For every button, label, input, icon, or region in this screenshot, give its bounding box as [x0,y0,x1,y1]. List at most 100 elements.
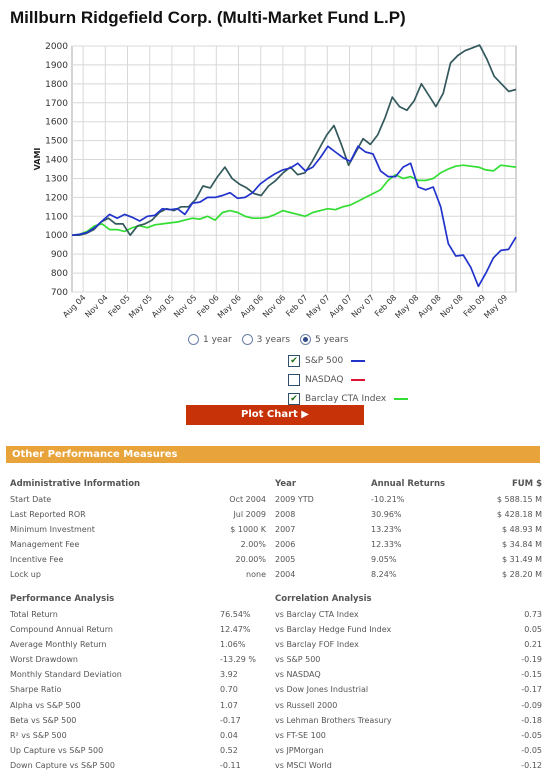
series-line-fund [72,44,517,237]
plot-chart-button[interactable]: Plot Chart ▶ [186,405,364,425]
annual-year: 2008 [275,510,296,520]
performance-row: Up Capture vs S&P 500 0.52 [10,743,266,758]
series-toggle-list: ✔ S&P 500 NASDAQ ✔ Barclay CTA Index [288,351,409,408]
correlation-analysis-table: Correlation Analysis vs Barclay CTA Inde… [275,592,542,773]
annual-return: 13.23% [371,525,402,535]
performance-value: -0.17 [220,715,241,725]
admin-row: Management Fee 2.00% [10,537,266,552]
series-checkbox[interactable]: ✔ [288,392,300,405]
x-tick-label: May 07 [305,293,332,320]
correlation-row: vs JPMorgan -0.05 [275,743,542,758]
correlation-label: vs Barclay FOF Index [275,640,359,650]
admin-label: Minimum Investment [10,525,95,535]
correlation-header: Correlation Analysis [275,594,372,604]
annual-return: 9.05% [371,555,397,565]
annual-return: -10.21% [371,495,405,504]
admin-label: Lock up [10,570,41,580]
series-label: NASDAQ [305,374,344,385]
y-tick-label: 1300 [45,174,68,184]
series-checkbox[interactable]: ✔ [288,354,300,367]
y-tick-label: 1500 [45,137,68,147]
y-tick-label: 1100 [45,212,68,222]
admin-label: Incentive Fee [10,555,64,565]
correlation-row: vs MSCI World -0.12 [275,758,542,773]
correlation-label: vs Russell 2000 [275,700,338,710]
x-tick-label: Nov 04 [83,293,109,319]
correlation-row: vs Barclay FOF Index 0.21 [275,637,542,652]
correlation-value: -0.17 [521,685,542,695]
page-title: Millburn Ridgefield Corp. (Multi-Market … [10,8,406,27]
x-tick-label: Aug 07 [328,293,354,319]
x-tick-label: Nov 08 [439,293,465,319]
annual-returns-header: Annual Returns [371,479,446,489]
admin-row: Minimum Investment $ 1000 K [10,522,266,537]
correlation-label: vs Barclay Hedge Fund Index [275,625,392,635]
series-checkbox[interactable] [288,373,300,386]
performance-label: Down Capture vs S&P 500 [10,760,115,770]
correlation-row: vs Dow Jones Industrial -0.17 [275,682,542,697]
annual-fum: $ 34.84 M [502,540,542,550]
y-tick-label: 800 [51,269,68,279]
correlation-label: vs Barclay CTA Index [275,610,359,619]
correlation-value: -0.18 [521,715,542,725]
performance-label: Beta vs S&P 500 [10,715,77,725]
y-tick-label: 1200 [45,193,68,203]
admin-row: Incentive Fee 20.00% [10,552,266,567]
correlation-row: vs Barclay CTA Index 0.73 [275,607,542,622]
correlation-label: vs NASDAQ [275,670,321,680]
correlation-value: -0.19 [521,655,542,665]
x-tick-label: Nov 06 [261,293,287,319]
y-tick-label: 1800 [45,80,68,90]
performance-row: Beta vs S&P 500 -0.17 [10,713,266,728]
range-3-years-radio[interactable] [241,334,253,345]
performance-value: -0.11 [220,760,241,770]
admin-info-table: Administrative Information Start Date Oct… [10,477,266,583]
x-tick-label: May 05 [127,293,154,320]
performance-label: Alpha vs S&P 500 [10,700,81,710]
y-tick-label: 1700 [45,99,68,109]
admin-row: Start Date Oct 2004 [10,492,266,507]
annual-return: 8.24% [371,570,397,580]
admin-label: Start Date [10,495,52,504]
correlation-label: vs Dow Jones Industrial [275,685,369,695]
performance-header: Performance Analysis [10,594,115,604]
correlation-row: vs NASDAQ -0.15 [275,667,542,682]
annual-fum: $ 428.18 M [496,510,542,520]
admin-value: none [246,570,266,580]
range-1-year-radio[interactable] [188,334,199,345]
performance-row: Compound Annual Return 12.47% [10,622,266,637]
correlation-value: 0.73 [524,610,542,619]
performance-value: -13.29 % [220,655,256,665]
x-tick-label: Aug 08 [416,293,442,319]
range-5-years-radio[interactable] [300,334,312,345]
performance-label: Monthly Standard Deviation [10,670,122,680]
vami-line-chart: 700 800 900 1000 1100 1200 1300 1400 1500 1600 170… [33,42,517,320]
performance-label: Sharpe Ratio [10,685,62,695]
admin-label: Management Fee [10,540,80,550]
admin-header: Administrative Information [10,479,141,489]
correlation-value: -0.15 [521,670,542,680]
annual-year: 2005 [275,555,296,565]
year-header: Year [275,479,297,489]
correlation-label: vs Lehman Brothers Treasury [275,715,392,725]
correlation-value: -0.05 [521,745,542,755]
performance-value: 3.92 [220,670,238,680]
series-toggle-item: ✔ S&P 500 [288,351,408,370]
admin-value: 2.00% [240,540,266,550]
performance-row: Monthly Standard Deviation 3.92 [10,667,266,682]
annual-return: 30.96% [371,510,402,520]
correlation-value: -0.09 [521,700,542,710]
x-tick-label: Nov 07 [350,293,376,319]
annual-row: 2004 8.24% $ 28.20 M [275,567,542,582]
range-1-year-label: 1 year [203,334,232,345]
annual-fum: $ 28.20 M [502,570,542,580]
performance-label: R² vs S&P 500 [10,730,67,740]
correlation-label: vs FT-SE 100 [275,730,326,740]
performance-row: Down Capture vs S&P 500 -0.11 [10,758,266,773]
annual-row: 2009 YTD -10.21% $ 588.15 M [275,492,542,507]
range-3-years-label: 3 years [256,334,291,345]
performance-row: Worst Drawdown -13.29 % [10,652,266,667]
performance-label: Average Monthly Return [10,640,107,650]
x-tick-label: Nov 05 [172,293,198,319]
performance-value: 1.06% [220,640,246,650]
